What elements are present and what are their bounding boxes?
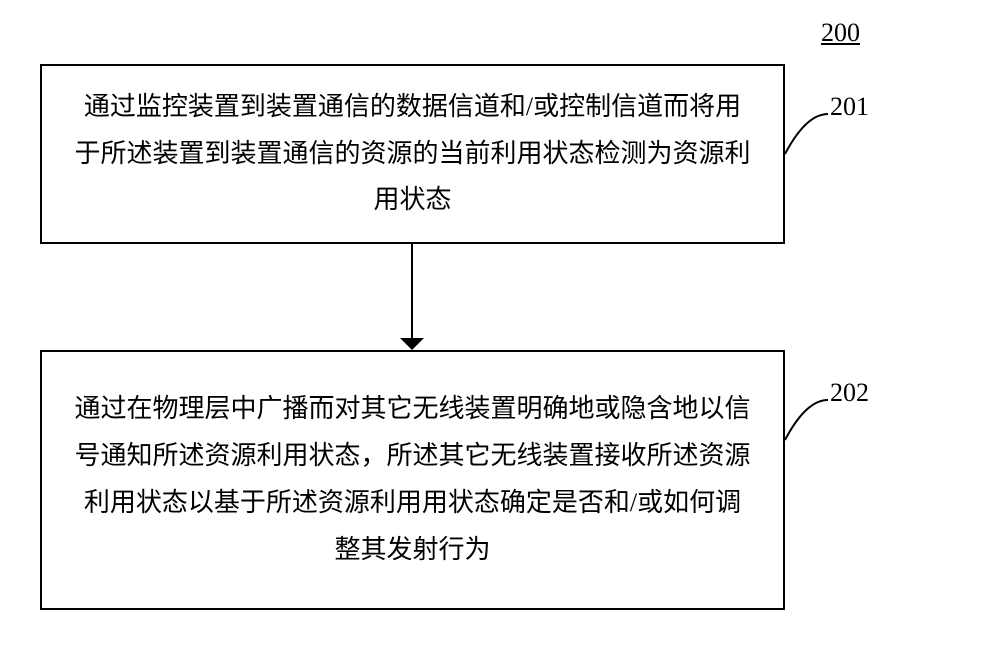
flow-box-1: 通过监控装置到装置通信的数据信道和/或控制信道而将用于所述装置到装置通信的资源的… xyxy=(40,64,785,244)
callout-path-1 xyxy=(785,114,828,154)
callout-label-2: 202 xyxy=(830,378,869,408)
callout-path-2 xyxy=(785,400,828,440)
flow-box-2: 通过在物理层中广播而对其它无线装置明确地或隐含地以信号通知所述资源利用状态，所述… xyxy=(40,350,785,610)
callout-label-1: 201 xyxy=(830,92,869,122)
flow-box-2-text: 通过在物理层中广播而对其它无线装置明确地或隐含地以信号通知所述资源利用状态，所述… xyxy=(72,386,753,573)
flow-arrow-head xyxy=(400,338,424,350)
flow-arrow-line xyxy=(411,244,413,338)
diagram-title: 200 xyxy=(821,18,860,48)
flow-box-1-text: 通过监控装置到装置通信的数据信道和/或控制信道而将用于所述装置到装置通信的资源的… xyxy=(72,84,753,224)
